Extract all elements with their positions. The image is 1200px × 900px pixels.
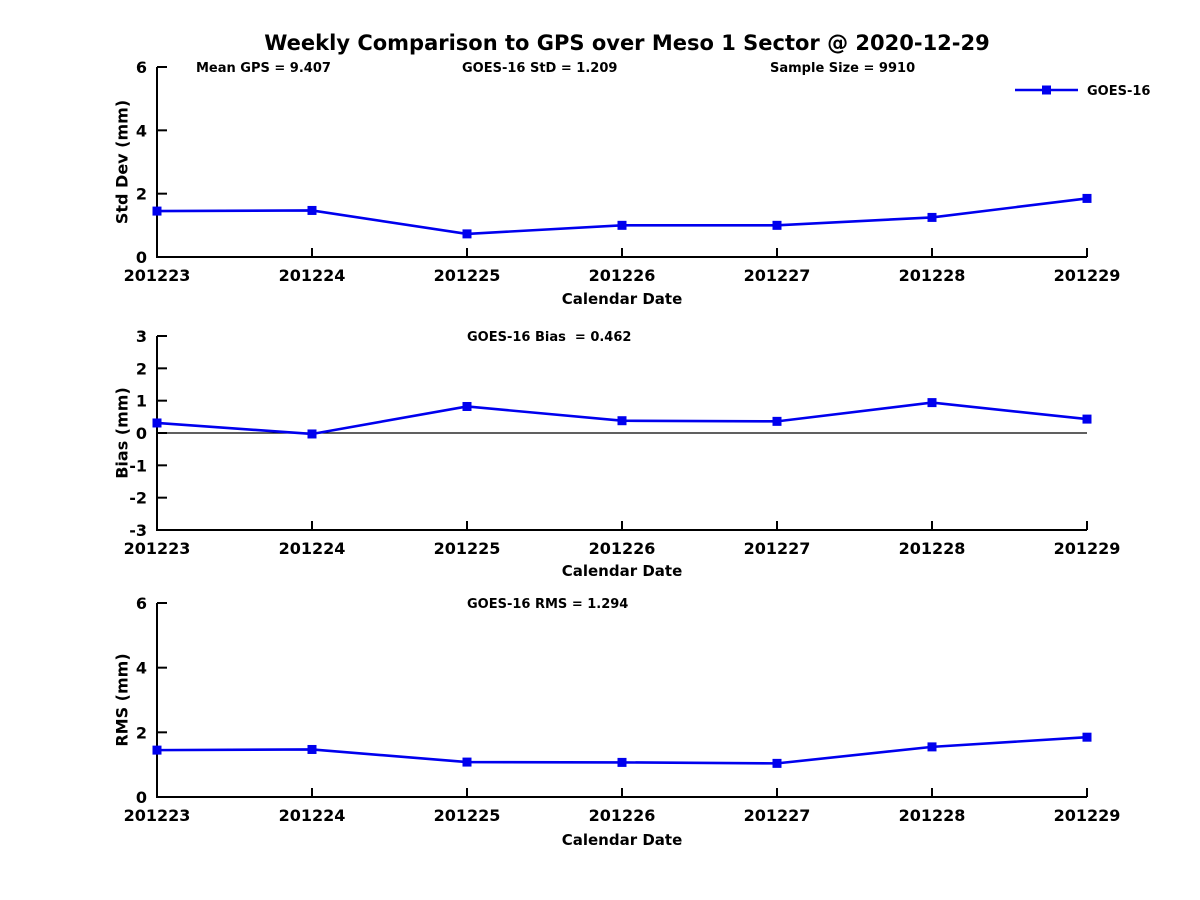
subplot-3: 0 2 4 6 201223 201224 201225 201226 201227 201228… [124,594,1121,825]
x-tick-label: 201226 [589,539,656,558]
x-tick-label: 201228 [899,266,966,285]
data-point-marker [927,398,937,408]
x-tick-label: 201223 [124,266,191,285]
y-tick-label: -1 [129,456,147,475]
y-tick-label: 4 [136,121,147,140]
subplot-2-title: GOES-16 Bias = 0.462 [467,330,632,345]
data-point-marker [152,418,162,428]
subplot-3-title: GOES-16 RMS = 1.294 [467,597,629,612]
subplot-1-xlabel: Calendar Date [561,290,683,308]
y-tick-label: 0 [136,248,147,267]
x-tick-label: 201228 [899,806,966,825]
data-point-marker [772,220,782,230]
x-tick-label: 201224 [279,539,346,558]
x-tick-label: 201228 [899,539,966,558]
data-point-marker [772,758,782,768]
y-tick-label: 2 [136,723,147,742]
data-point-marker [617,220,627,230]
x-tick-label: 201229 [1054,806,1121,825]
data-point-marker [1082,414,1092,424]
data-point-marker [307,429,317,439]
data-point-marker [307,744,317,754]
data-point-marker [1082,732,1092,742]
x-tick-label: 201224 [279,266,346,285]
x-tick-label: 201223 [124,806,191,825]
legend: GOES-16 [1015,84,1150,99]
annotation-goes-std: GOES-16 StD = 1.209 [462,61,618,76]
y-tick-label: 2 [136,359,147,378]
x-tick-label: 201226 [589,806,656,825]
x-tick-label: 201225 [434,539,501,558]
data-point-marker [462,229,472,239]
x-tick-label: 201229 [1054,266,1121,285]
x-tick-label: 201225 [434,806,501,825]
x-tick-label: 201224 [279,806,346,825]
subplot-2: -3 -2 -1 0 1 2 3 201223 201224 201225 201226 201227… [124,327,1121,558]
data-point-marker [462,757,472,767]
data-point-marker [152,206,162,216]
x-tick-label: 201225 [434,266,501,285]
subplot-1: 0 2 4 6 201223 201224 201225 201226 201227 201228… [124,58,1121,285]
x-tick-label: 201229 [1054,539,1121,558]
data-point-marker [617,416,627,426]
x-tick-label: 201227 [744,266,811,285]
legend-label: GOES-16 [1087,84,1150,99]
data-point-marker [927,212,937,222]
subplot-3-xlabel: Calendar Date [561,831,683,849]
subplot-2-xlabel: Calendar Date [561,562,683,580]
x-tick-label: 201223 [124,539,191,558]
figure-title: Weekly Comparison to GPS over Meso 1 Sec… [264,31,990,55]
x-tick-label: 201226 [589,266,656,285]
data-point-marker [927,742,937,752]
y-tick-label: 6 [136,58,147,77]
legend-marker-icon [1042,85,1051,95]
x-tick-label: 201227 [744,806,811,825]
y-tick-label: -2 [129,489,147,508]
y-tick-label: 6 [136,594,147,613]
y-tick-label: -3 [129,521,147,540]
y-tick-label: 0 [136,424,147,443]
x-tick-label: 201227 [744,539,811,558]
data-point-marker [617,757,627,767]
data-point-marker [152,745,162,755]
y-tick-label: 0 [136,788,147,807]
y-tick-label: 3 [136,327,147,346]
data-point-marker [307,205,317,215]
y-tick-label: 4 [136,659,147,678]
annotation-sample-size: Sample Size = 9910 [770,61,916,76]
data-point-marker [772,416,782,426]
y-tick-label: 2 [136,185,147,204]
data-point-marker [1082,193,1092,203]
y-tick-label: 1 [136,392,147,411]
data-point-marker [462,401,472,411]
annotation-mean-gps: Mean GPS = 9.407 [196,61,331,76]
